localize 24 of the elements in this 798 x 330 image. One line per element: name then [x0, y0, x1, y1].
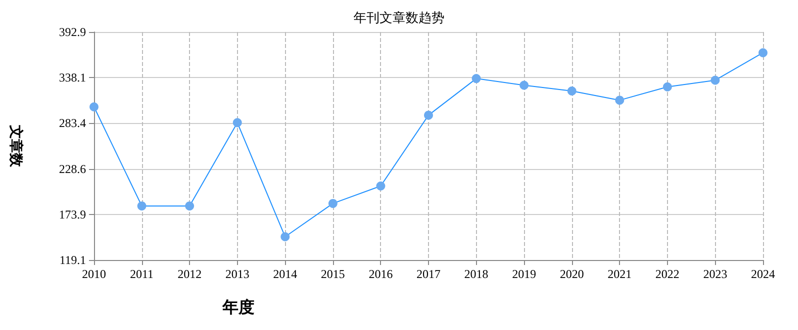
x-tick-label: 2024: [751, 267, 775, 281]
y-tick-label: 119.1: [59, 253, 86, 267]
x-tick-label: 2011: [130, 267, 154, 281]
x-axis-title: 年度: [222, 298, 254, 316]
x-tick-label: 2017: [416, 267, 440, 281]
x-tick-label: 2023: [703, 267, 728, 281]
y-tick-label: 392.9: [59, 25, 86, 39]
x-tick-label: 2012: [178, 267, 202, 281]
x-tick-label: 2014: [273, 267, 298, 281]
y-tick-label: 283.4: [59, 116, 86, 130]
y-axis-title: 文章数: [8, 124, 24, 168]
x-tick-label: 2021: [608, 267, 632, 281]
x-tick-label: 2016: [368, 267, 393, 281]
x-tick-label: 2022: [655, 267, 680, 281]
x-tick-label: 2010: [82, 267, 106, 281]
chart-title: 年刊文章数趋势: [354, 10, 444, 25]
x-tick-label: 2015: [320, 267, 345, 281]
x-tick-label: 2013: [225, 267, 250, 281]
y-tick-label: 173.9: [59, 207, 86, 222]
x-tick-label: 2020: [560, 267, 584, 281]
x-tick-label: 2019: [512, 267, 536, 281]
x-tick-label: 2018: [464, 267, 488, 281]
y-tick-label: 338.1: [59, 70, 86, 85]
y-tick-label: 228.6: [59, 162, 86, 176]
